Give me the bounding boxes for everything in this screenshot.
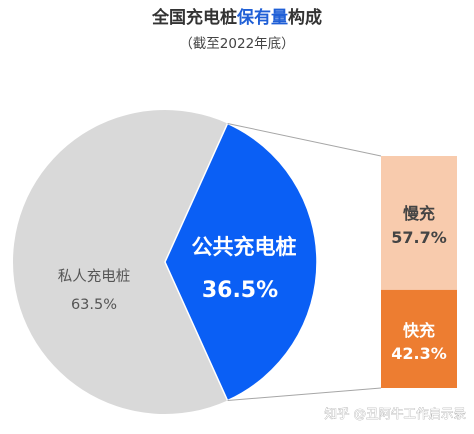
slice-label-public-value: 36.5% xyxy=(202,278,278,303)
segment-label-fast-value: 42.3% xyxy=(391,344,447,363)
slice-label-public-name: 公共充电桩 xyxy=(192,235,297,259)
segment-label-fast-name: 快充 xyxy=(403,321,435,340)
pie-slice-private xyxy=(13,110,228,415)
watermark: 知乎 @丑阿牛工作启示录 xyxy=(325,406,466,421)
title-prefix: 全国充电桩 xyxy=(151,7,237,28)
chart-title: 全国充电桩保有量构成 xyxy=(151,7,322,28)
bar-segment-fast xyxy=(381,289,457,388)
pie xyxy=(13,110,318,415)
slice-label-private-name: 私人充电桩 xyxy=(58,268,131,285)
pie-slice-public xyxy=(164,122,318,402)
bar-segment-slow xyxy=(381,156,457,290)
slice-label-private-value: 63.5% xyxy=(71,297,117,313)
segment-label-slow-name: 慢充 xyxy=(403,204,435,223)
chart-subtitle: （截至2022年底） xyxy=(179,36,294,52)
connector-line-top xyxy=(227,122,382,157)
connector-line-bottom xyxy=(227,387,382,402)
title-highlight: 保有量 xyxy=(236,7,288,28)
title-suffix: 构成 xyxy=(288,7,322,28)
segment-label-slow-value: 57.7% xyxy=(391,228,447,247)
breakdown-bar xyxy=(381,156,457,388)
